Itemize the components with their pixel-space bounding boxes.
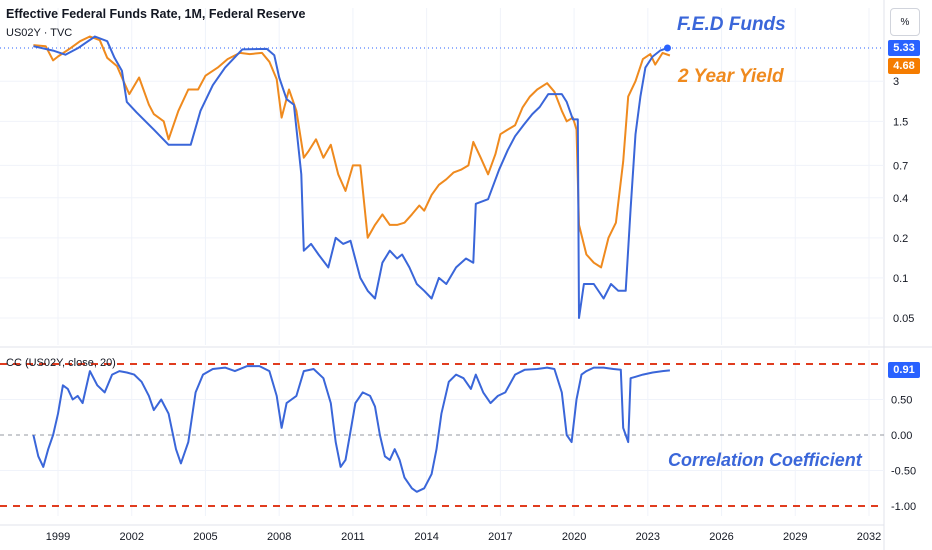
cc-y-tick-label: -1.00 (891, 501, 916, 513)
x-tick-label: 2017 (488, 531, 512, 543)
axis-layer: 3 1.5 0.7 0.4 0.2 0.1 0.05 0.50 0.00 -0.50 -1.00 19… (46, 76, 916, 543)
x-tick-label: 2014 (414, 531, 438, 543)
x-tick-label: 2029 (783, 531, 807, 543)
correlation-line[interactable] (32, 365, 670, 493)
chart-title: Effective Federal Funds Rate, 1M, Federa… (6, 7, 306, 21)
x-tick-label: 2020 (562, 531, 586, 543)
main-y-tick-label: 0.1 (893, 273, 908, 285)
fed-funds-annotation: F.E.D Funds (677, 14, 786, 35)
x-tick-label: 2005 (193, 531, 217, 543)
percent-scale-button[interactable]: % (890, 8, 920, 36)
indicator-legend[interactable]: CC (US02Y, close, 20) (6, 357, 116, 369)
cc-y-tick-label: -0.50 (891, 466, 916, 478)
cc-price-tag: 0.91 (888, 362, 920, 378)
x-tick-label: 2011 (341, 531, 365, 543)
cc-y-tick-label: 0.00 (891, 430, 912, 442)
main-y-tick-label: 0.05 (893, 313, 914, 325)
fed-funds-line[interactable] (33, 35, 668, 319)
main-y-tick-label: 0.7 (893, 160, 908, 172)
fed-price-tag: 5.33 (888, 40, 920, 56)
correlation-annotation: Correlation Coefficient (668, 450, 862, 470)
main-y-tick-label: 3 (893, 76, 899, 88)
x-tick-label: 2008 (267, 531, 291, 543)
main-y-tick-label: 0.4 (893, 193, 908, 205)
two-year-yield-annotation: 2 Year Yield (678, 66, 784, 87)
x-tick-label: 2002 (119, 531, 143, 543)
x-tick-label: 2023 (636, 531, 660, 543)
two-year-yield-line[interactable] (33, 35, 671, 269)
x-tick-label: 2026 (709, 531, 733, 543)
cc-y-tick-label: 0.50 (891, 395, 912, 407)
main-y-tick-label: 1.5 (893, 116, 908, 128)
fed-last-point (663, 44, 671, 52)
x-tick-label: 1999 (46, 531, 70, 543)
x-tick-label: 2032 (857, 531, 881, 543)
two-year-price-tag: 4.68 (888, 58, 920, 74)
main-y-tick-label: 0.2 (893, 233, 908, 245)
series-layer (32, 35, 671, 493)
symbol-label: US02Y · TVC (6, 27, 73, 39)
